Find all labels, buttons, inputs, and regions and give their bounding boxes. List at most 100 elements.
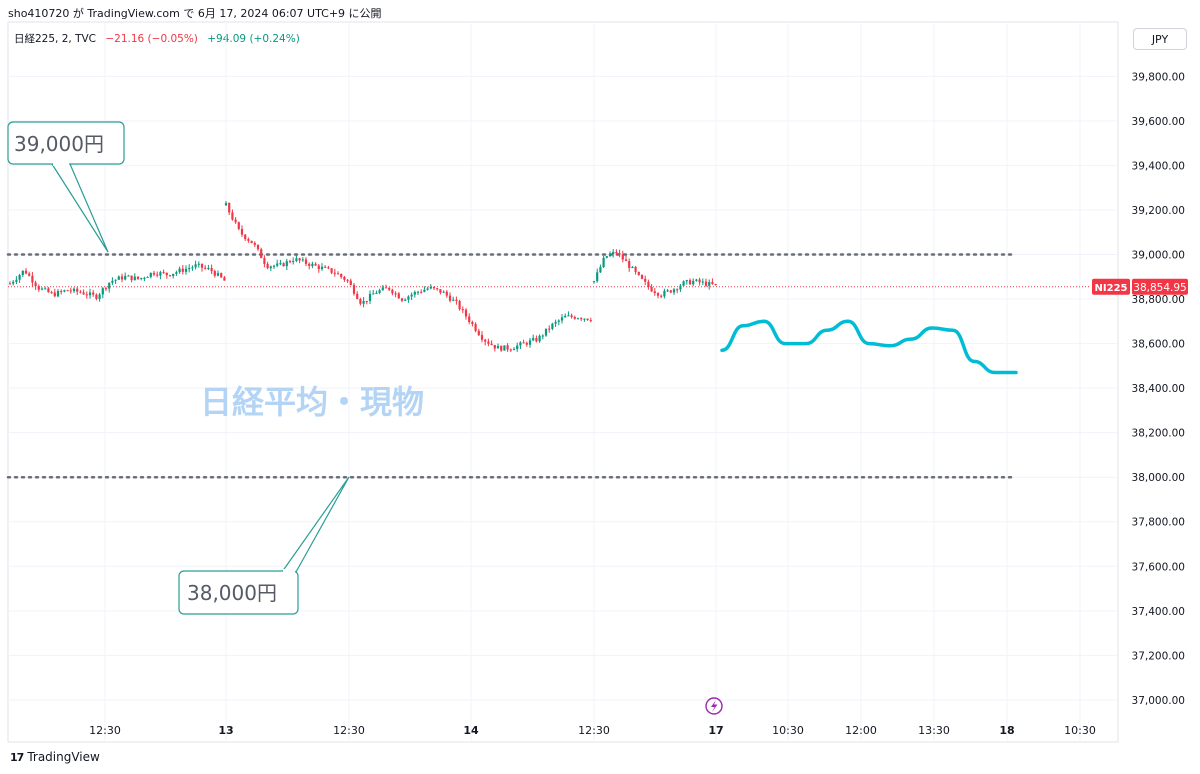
candle-body [263, 258, 266, 264]
candle-body [368, 293, 372, 301]
candle-body [311, 263, 314, 267]
candle-body [95, 294, 98, 299]
candle-body [452, 299, 455, 301]
candle-body [92, 292, 95, 295]
y-axis-tick-label: 38,200.00 [1132, 428, 1185, 440]
candle-body [506, 345, 509, 350]
candle-body [576, 318, 580, 320]
y-axis-tick-label: 37,400.00 [1132, 606, 1185, 618]
x-axis-tick-label: 10:30 [1064, 724, 1096, 737]
candle-body [602, 257, 605, 268]
candle-body [592, 281, 596, 283]
candle-body [615, 251, 618, 254]
candle-body [140, 278, 143, 280]
candle-body [564, 315, 567, 318]
candle-body [213, 271, 216, 276]
candle-body [82, 292, 85, 295]
candle-body [231, 212, 234, 220]
candle-body [573, 317, 576, 319]
candle-body [663, 290, 666, 297]
candle-body [149, 272, 152, 277]
candle-body [362, 300, 365, 304]
callout-label: 38,000円 [187, 581, 277, 605]
candle-body [298, 258, 301, 261]
candle-body [544, 328, 548, 336]
candle-body [101, 288, 104, 295]
candle-body [178, 268, 181, 273]
candle-body [589, 320, 592, 322]
candle-body [448, 295, 452, 301]
callout-pointer [51, 163, 109, 253]
candle-body [228, 203, 231, 213]
candle-body [397, 293, 400, 299]
currency-button[interactable]: JPY [1133, 28, 1187, 50]
candle-body [676, 289, 679, 291]
candle-body [436, 288, 439, 290]
candle-body [583, 318, 586, 320]
callout-pointer [281, 476, 350, 573]
candle-body [104, 288, 108, 290]
candle-body [692, 280, 695, 285]
x-axis-tick-label: 17 [708, 724, 723, 737]
y-axis-tick-label: 39,800.00 [1132, 71, 1185, 83]
candle-body [168, 275, 172, 277]
candle-body [159, 272, 162, 276]
x-axis-tick-label: 18 [999, 724, 1014, 737]
candle-body [701, 281, 704, 283]
y-axis-tick-label: 38,000.00 [1132, 472, 1185, 484]
candle-body [40, 288, 44, 290]
candle-body [672, 289, 676, 293]
candle-body [484, 339, 487, 342]
forecast-curve[interactable] [720, 319, 1018, 375]
watermark-text: 日経平均・現物 [200, 383, 424, 421]
candle-body [352, 284, 356, 294]
candle-body [223, 277, 226, 281]
candle-body [682, 281, 685, 286]
candle-body [554, 321, 557, 324]
candle-body [37, 286, 40, 290]
candle-body [365, 300, 368, 302]
callout-box[interactable] [178, 570, 299, 615]
candle-body [695, 279, 698, 281]
candle-body [708, 282, 711, 286]
callout-label: 39,000円 [14, 132, 104, 156]
symbol-name[interactable]: 日経225, 2, TVC [14, 33, 97, 45]
plot-frame [7, 21, 1119, 743]
candle-body [647, 281, 650, 287]
candle-body [12, 281, 15, 284]
candle-body [133, 276, 136, 281]
candle-body [509, 349, 512, 351]
candle-body [240, 228, 244, 235]
candle-body [349, 280, 352, 285]
candle-body [224, 203, 228, 206]
candle-body [292, 261, 295, 263]
candle-body [653, 291, 656, 294]
candle-body [60, 290, 63, 292]
x-axis-tick-label: 13:30 [918, 724, 950, 737]
candle-body [200, 263, 204, 268]
candle-body [557, 320, 560, 322]
last-price-badge [1132, 278, 1188, 295]
candle-body [384, 287, 388, 289]
candle-body [656, 293, 660, 296]
candle-body [503, 345, 506, 351]
candle-body [570, 315, 573, 318]
candle-body [394, 293, 397, 295]
candle-body [66, 290, 69, 292]
candle-body [493, 344, 496, 349]
candle-body [519, 342, 522, 346]
candle-body [516, 345, 519, 350]
candle-body [184, 268, 188, 272]
candle-body [669, 290, 672, 293]
x-axis-tick-label: 14 [463, 724, 479, 737]
y-axis-tick-label: 39,200.00 [1132, 205, 1185, 217]
candle-body [117, 276, 120, 280]
candle-body [111, 280, 114, 283]
candle-body [330, 268, 333, 273]
candle-body [378, 290, 381, 293]
candle-body [698, 279, 701, 283]
candle-body [191, 267, 194, 269]
x-axis-tick-label: 12:30 [578, 724, 610, 737]
candle-body [63, 290, 66, 292]
